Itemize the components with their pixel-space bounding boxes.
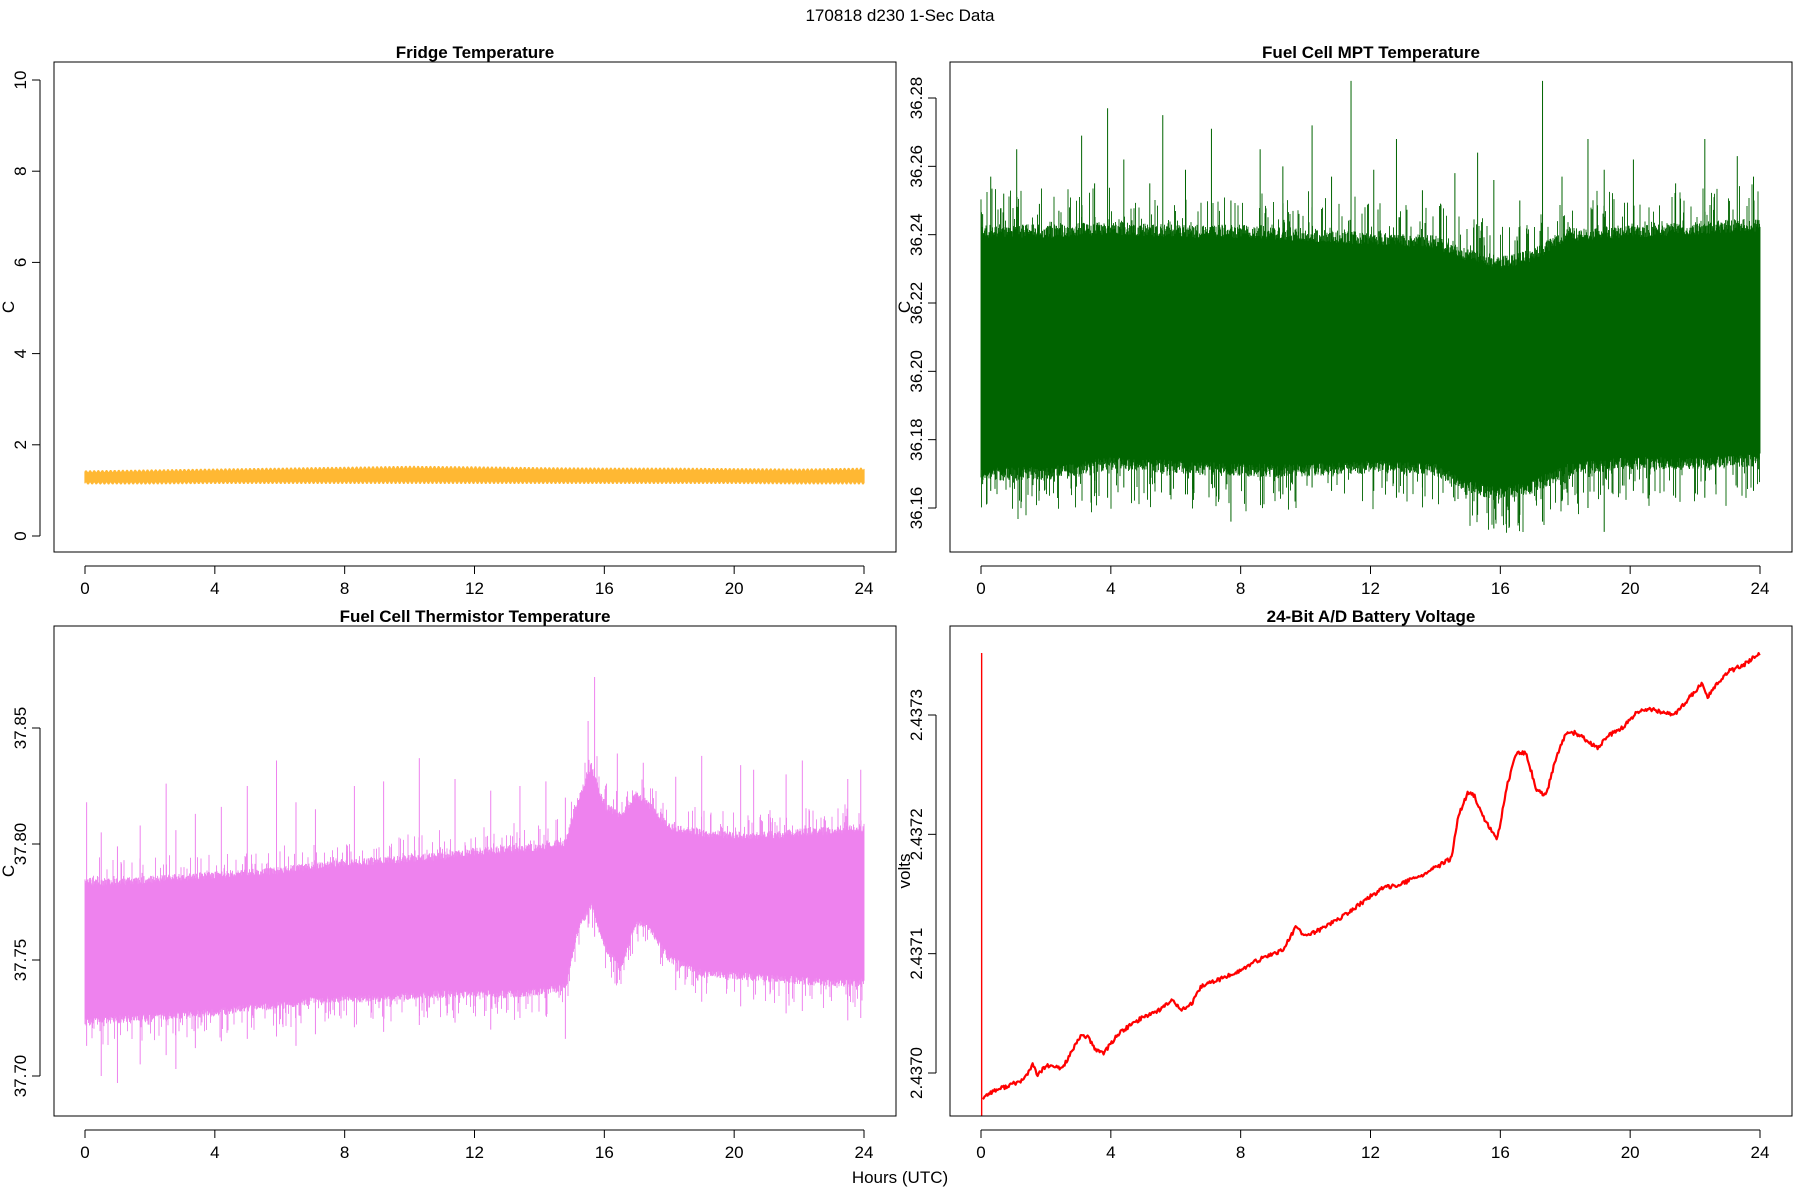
x-axis-title: Hours (UTC) xyxy=(851,1168,949,1187)
thermistor-series xyxy=(84,676,865,1083)
mpt-title: Fuel Cell MPT Temperature xyxy=(1262,43,1480,62)
mpt-y-tick-label: 36.22 xyxy=(907,282,926,325)
thermistor-x-tick-label: 4 xyxy=(210,1143,219,1162)
fridge-y-tick-label: 0 xyxy=(11,531,30,540)
fridge-y-tick-label: 10 xyxy=(11,71,30,90)
mpt-y-axis: 36.16 36.18 36.20 36.22 36.24 36.26 36.28 xyxy=(907,77,937,530)
battery-y-axis: 2.4370 2.4371 2.4372 2.4373 xyxy=(907,689,937,1099)
thermistor-y-tick-label: 37.85 xyxy=(11,707,30,750)
mpt-plot-frame xyxy=(949,61,1793,553)
fridge-x-tick-label: 24 xyxy=(855,579,874,598)
fridge-y-axis: 0 2 4 6 8 10 xyxy=(11,71,41,541)
battery-y-tick-label: 2.4371 xyxy=(907,928,926,980)
mpt-x-tick-label: 4 xyxy=(1106,579,1115,598)
battery-y-tick-label: 2.4370 xyxy=(907,1047,926,1099)
fridge-x-tick-label: 12 xyxy=(465,579,484,598)
panel-battery: 24-Bit A/D Battery Voltage 0 4 8 12 16 20 24 2.4… xyxy=(895,607,1793,1162)
mpt-x-tick-label: 12 xyxy=(1361,579,1380,598)
fridge-x-tick-label: 8 xyxy=(340,579,349,598)
fridge-line xyxy=(84,465,865,485)
battery-plot-frame xyxy=(949,625,1793,1117)
battery-x-tick-label: 24 xyxy=(1751,1143,1770,1162)
thermistor-y-axis-label: C xyxy=(0,865,18,877)
battery-line xyxy=(981,652,1761,1100)
thermistor-y-axis: 37.70 37.75 37.80 37.85 xyxy=(11,707,41,1098)
mpt-x-tick-label: 24 xyxy=(1751,579,1770,598)
thermistor-x-tick-label: 0 xyxy=(80,1143,89,1162)
mpt-x-tick-label: 20 xyxy=(1621,579,1640,598)
mpt-y-tick-label: 36.24 xyxy=(907,213,926,256)
battery-y-tick-label: 2.4372 xyxy=(907,808,926,860)
thermistor-x-tick-label: 24 xyxy=(855,1143,874,1162)
battery-y-axis-label: volts xyxy=(895,854,914,889)
fridge-y-axis-label: C xyxy=(0,301,18,313)
thermistor-spikes xyxy=(86,676,862,1083)
thermistor-x-axis: 0 4 8 12 16 20 24 xyxy=(80,1129,874,1162)
thermistor-x-tick-label: 20 xyxy=(725,1143,744,1162)
battery-x-tick-label: 0 xyxy=(976,1143,985,1162)
fridge-y-tick-label: 8 xyxy=(11,166,30,175)
battery-x-tick-label: 16 xyxy=(1491,1143,1510,1162)
mpt-x-tick-label: 8 xyxy=(1236,579,1245,598)
mpt-x-tick-label: 16 xyxy=(1491,579,1510,598)
mpt-y-axis-label: C xyxy=(895,301,914,313)
thermistor-y-tick-label: 37.70 xyxy=(11,1055,30,1098)
thermistor-line xyxy=(84,756,865,1045)
battery-x-tick-label: 20 xyxy=(1621,1143,1640,1162)
fridge-x-tick-label: 20 xyxy=(725,579,744,598)
mpt-line xyxy=(980,184,1761,533)
fridge-plot-frame xyxy=(53,61,897,553)
fridge-x-tick-label: 4 xyxy=(210,579,219,598)
fridge-x-axis: 0 4 8 12 16 20 24 xyxy=(80,565,874,598)
fridge-y-tick-label: 4 xyxy=(11,349,30,358)
fridge-y-tick-label: 6 xyxy=(11,258,30,267)
panel-thermistor: Fuel Cell Thermistor Temperature 0 4 8 12 16 2… xyxy=(0,607,897,1162)
battery-x-tick-label: 8 xyxy=(1236,1143,1245,1162)
battery-series xyxy=(980,652,1761,1116)
mpt-spikes xyxy=(982,80,1755,532)
fridge-series xyxy=(84,465,865,485)
mpt-y-tick-label: 36.18 xyxy=(907,418,926,461)
fridge-title: Fridge Temperature xyxy=(396,43,554,62)
panel-mpt: Fuel Cell MPT Temperature 0 4 8 12 16 20 24 36.1… xyxy=(895,43,1793,598)
mpt-x-axis: 0 4 8 12 16 20 24 xyxy=(976,565,1770,598)
mpt-series xyxy=(980,80,1761,533)
thermistor-x-tick-label: 8 xyxy=(340,1143,349,1162)
mpt-y-tick-label: 36.26 xyxy=(907,145,926,188)
battery-x-tick-label: 4 xyxy=(1106,1143,1115,1162)
fridge-x-tick-label: 16 xyxy=(595,579,614,598)
battery-y-tick-label: 2.4373 xyxy=(907,689,926,741)
fridge-y-tick-label: 2 xyxy=(11,440,30,449)
thermistor-y-tick-label: 37.80 xyxy=(11,823,30,866)
thermistor-title: Fuel Cell Thermistor Temperature xyxy=(340,607,611,626)
battery-x-tick-label: 12 xyxy=(1361,1143,1380,1162)
fridge-x-tick-label: 0 xyxy=(80,579,89,598)
mpt-y-tick-label: 36.28 xyxy=(907,77,926,120)
mpt-x-tick-label: 0 xyxy=(976,579,985,598)
thermistor-plot-frame xyxy=(53,625,897,1117)
figure-title: 170818 d230 1-Sec Data xyxy=(805,6,995,25)
thermistor-y-tick-label: 37.75 xyxy=(11,939,30,982)
mpt-y-tick-label: 36.16 xyxy=(907,487,926,530)
thermistor-x-tick-label: 16 xyxy=(595,1143,614,1162)
thermistor-x-tick-label: 12 xyxy=(465,1143,484,1162)
mpt-y-tick-label: 36.20 xyxy=(907,350,926,393)
battery-x-axis: 0 4 8 12 16 20 24 xyxy=(976,1129,1770,1162)
battery-title: 24-Bit A/D Battery Voltage xyxy=(1267,607,1476,626)
